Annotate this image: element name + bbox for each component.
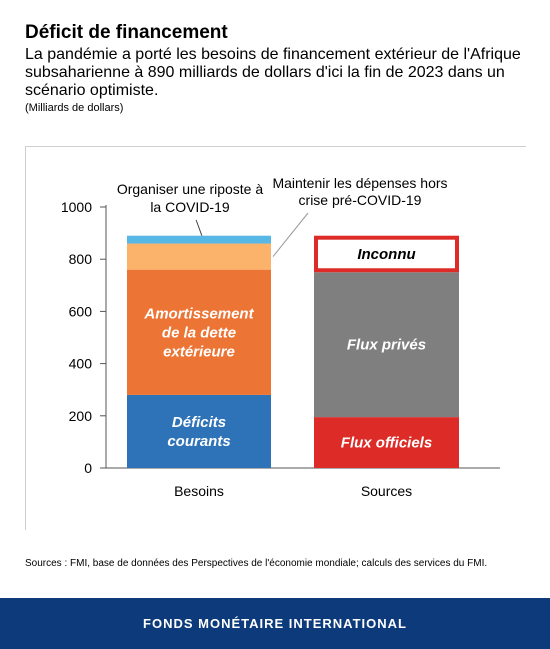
bar-segment-organiser-une-riposte-a-la-covid-19 bbox=[127, 235, 271, 244]
data-label-inconnu: Inconnu bbox=[357, 246, 415, 263]
bar-segment-deficits-courants bbox=[127, 394, 271, 468]
data-label-flux-prives: Flux privés bbox=[347, 337, 426, 354]
x-tick-label: Sources bbox=[361, 483, 412, 499]
y-tick-label: 600 bbox=[69, 303, 93, 319]
x-tick-label: Besoins bbox=[174, 483, 224, 499]
bar-segment-inconnu bbox=[314, 235, 459, 273]
data-label-amortissement-de-la-dette-exterieure: extérieure bbox=[163, 343, 235, 360]
annotation-leader-line bbox=[272, 212, 309, 257]
stacked-bar-chart: 0 200 400 600 800 1000 Besoins Sources Déficits c… bbox=[61, 175, 500, 499]
data-label-amortissement-de-la-dette-exterieure: Amortissement bbox=[143, 305, 254, 322]
y-tick-label: 200 bbox=[69, 408, 93, 424]
chart-frame bbox=[25, 146, 526, 530]
imf-footer-banner: FONDS MONÉTAIRE INTERNATIONAL bbox=[0, 598, 550, 649]
bar-segment-flux-officiels bbox=[314, 417, 459, 468]
data-label-amortissement-de-la-dette-exterieure: de la dette bbox=[162, 324, 236, 341]
bar-segment-flux-prives bbox=[314, 272, 459, 418]
annotation-leader-line bbox=[195, 219, 203, 236]
y-tick-label: 1000 bbox=[61, 199, 92, 215]
annotation-text-organiser-une-riposte-a-la-covid-19: la COVID-19 bbox=[150, 199, 230, 215]
chart-title: Déficit de financement bbox=[25, 22, 228, 43]
source-note: Sources : FMI, base de données des Persp… bbox=[25, 558, 488, 569]
annotation-text-organiser-une-riposte-a-la-covid-19: Organiser une riposte à bbox=[117, 181, 264, 197]
y-tick-label: 800 bbox=[69, 251, 93, 267]
chart-subtitle: La pandémie a porté les besoins de finan… bbox=[25, 46, 521, 99]
footer-label: FONDS MONÉTAIRE INTERNATIONAL bbox=[143, 616, 407, 631]
units-label: (Milliards de dollars) bbox=[25, 102, 124, 114]
y-tick-label: 0 bbox=[84, 460, 92, 476]
data-label-deficits-courants: courants bbox=[167, 433, 230, 450]
data-label-deficits-courants: Déficits bbox=[172, 414, 226, 431]
annotation-text-maintenir-les-depenses-hors-crise-pre-covid-19: Maintenir les dépenses hors bbox=[272, 175, 447, 191]
data-label-flux-officiels: Flux officiels bbox=[341, 435, 432, 452]
bar-segment-maintenir-les-depenses-hors-crise-pre-covid-19 bbox=[127, 243, 271, 270]
y-tick-label: 400 bbox=[69, 356, 93, 372]
bar-segment-amortissement-de-la-dette-exterieure bbox=[127, 269, 271, 395]
annotation-text-maintenir-les-depenses-hors-crise-pre-covid-19: crise pré-COVID-19 bbox=[299, 192, 422, 208]
